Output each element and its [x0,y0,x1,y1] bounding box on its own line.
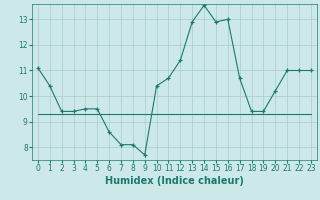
X-axis label: Humidex (Indice chaleur): Humidex (Indice chaleur) [105,176,244,186]
